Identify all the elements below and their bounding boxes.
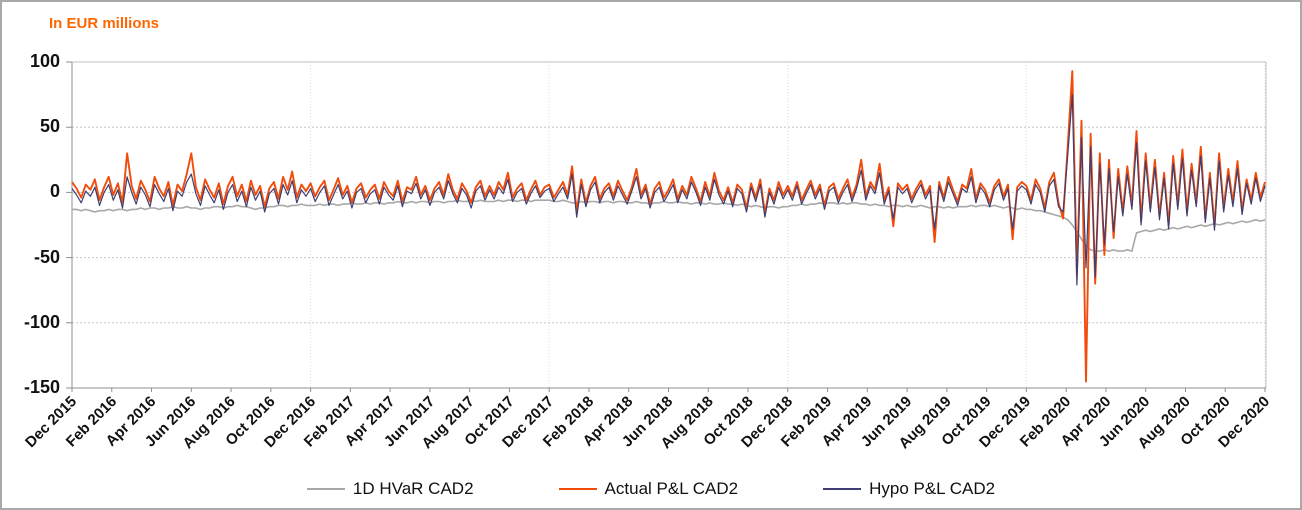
series-line-1d-hvar-cad2 [72, 199, 1266, 252]
y-axis-label: 0 [49, 181, 60, 202]
y-axis-label: 50 [39, 116, 60, 137]
legend-item-actual-pnl: Actual P&L CAD2 [558, 479, 739, 499]
legend-item-hypo-pnl: Hypo P&L CAD2 [823, 479, 995, 499]
chart-legend: 1D HVaR CAD2 Actual P&L CAD2 Hypo P&L CA… [2, 479, 1300, 499]
y-axis-label: 100 [29, 51, 60, 71]
series-line-actual-p-l-cad2 [71, 70, 1266, 383]
legend-item-hvar: 1D HVaR CAD2 [306, 479, 474, 499]
y-axis-label: -150 [23, 377, 60, 397]
y-axis-label: -50 [33, 246, 60, 267]
y-axis-label: -100 [23, 311, 60, 332]
legend-label-hypo-pnl: Hypo P&L CAD2 [869, 479, 996, 498]
chart-title: In EUR millions [49, 15, 160, 32]
actual-pnl-line-swatch [558, 488, 597, 490]
hvar-line-swatch [306, 488, 345, 490]
series-line-hypo-p-l-cad2 [71, 93, 1266, 286]
legend-label-actual-pnl: Actual P&L CAD2 [604, 479, 739, 498]
legend-label-hvar: 1D HVaR CAD2 [352, 479, 474, 498]
hypo-pnl-line-swatch [823, 488, 862, 490]
